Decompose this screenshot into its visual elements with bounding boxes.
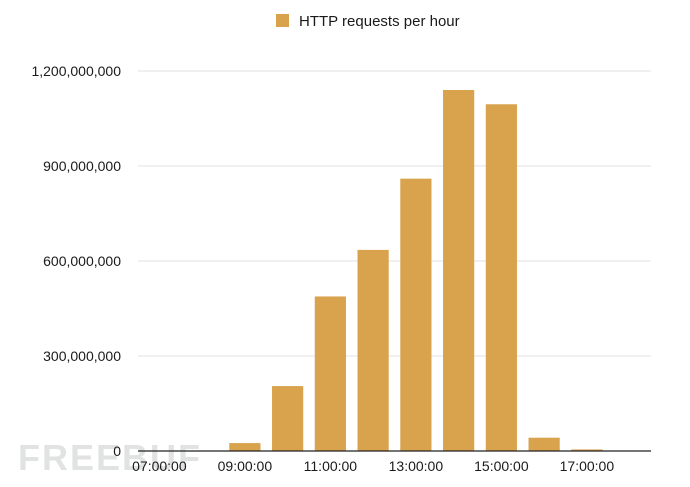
- bar: [528, 437, 560, 451]
- bar: [571, 449, 603, 451]
- x-tick-label: 15:00:00: [474, 458, 529, 474]
- y-tick-label: 1,200,000,000: [31, 63, 121, 79]
- y-tick-label: 600,000,000: [43, 253, 121, 269]
- watermark-text: FREEBUF: [18, 437, 202, 478]
- x-tick-label: 11:00:00: [304, 458, 358, 474]
- legend-label: HTTP requests per hour: [299, 13, 460, 30]
- y-tick-label: 300,000,000: [43, 348, 121, 364]
- gridlines: [138, 70, 651, 357]
- bar: [314, 296, 346, 451]
- y-tick-label: 0: [113, 443, 121, 459]
- legend-swatch: [276, 14, 289, 27]
- legend: HTTP requests per hour: [276, 13, 460, 30]
- bars: [229, 90, 603, 451]
- bar: [272, 386, 304, 451]
- x-tick-label: 13:00:00: [389, 458, 444, 474]
- bar: [229, 443, 261, 451]
- bar: [357, 249, 389, 451]
- x-tick-label: 09:00:00: [218, 458, 273, 474]
- x-tick-label: 07:00:00: [132, 458, 187, 474]
- bar: [400, 178, 432, 451]
- watermark: FREEBUF: [18, 437, 202, 478]
- x-tick-label: 17:00:00: [560, 458, 615, 474]
- y-tick-label: 900,000,000: [43, 158, 121, 174]
- axes: 0 300,000,000 600,000,000 900,000,000 1,200,…: [31, 63, 651, 474]
- bar: [485, 104, 517, 451]
- bar: [443, 90, 475, 451]
